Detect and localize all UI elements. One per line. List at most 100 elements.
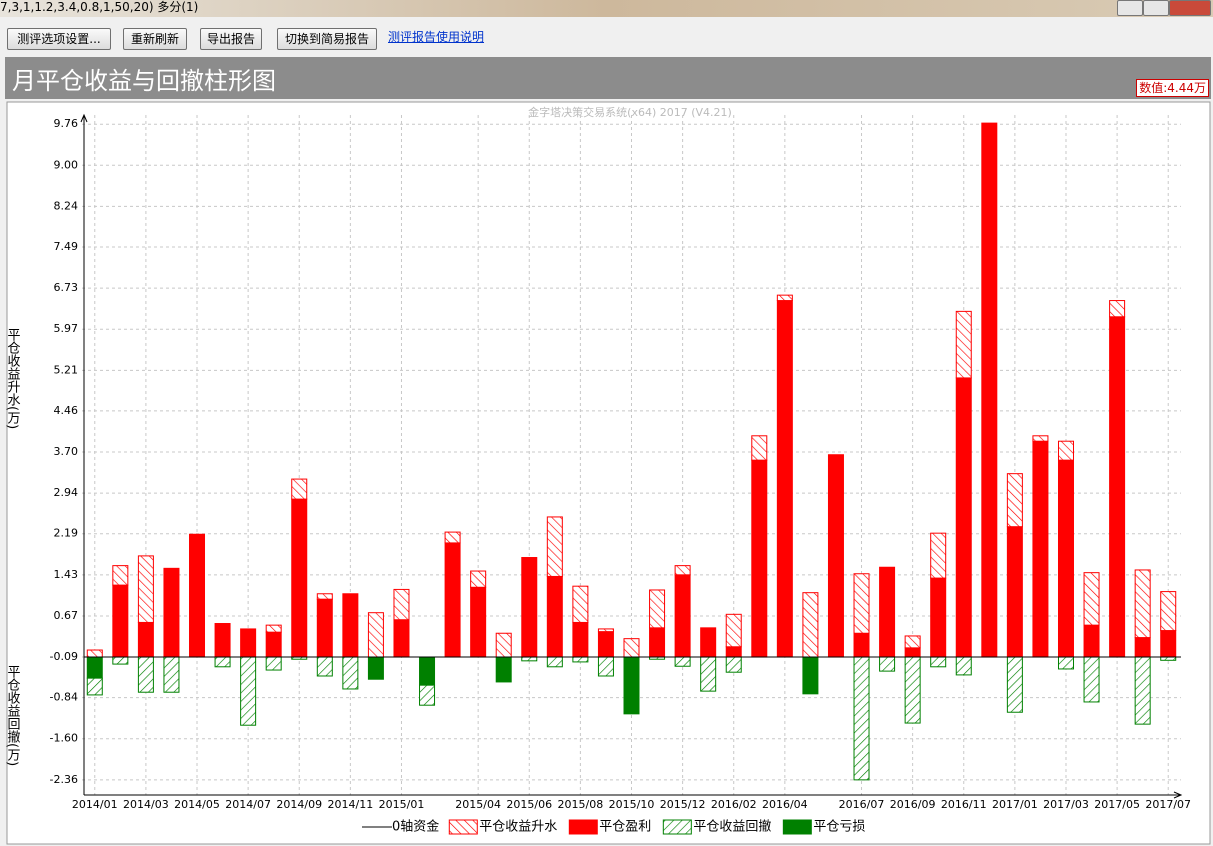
bar-segment xyxy=(419,656,436,686)
bar-segment xyxy=(904,656,921,724)
bar-segment xyxy=(393,619,410,658)
x-tick-label: 2015/08 xyxy=(558,798,604,811)
bar-segment xyxy=(444,531,461,544)
bar-segment xyxy=(725,656,742,673)
bar-segment xyxy=(86,677,103,696)
x-tick-label: 2016/07 xyxy=(839,798,885,811)
legend-label: 平仓收益升水 xyxy=(479,820,557,835)
y-tick-label: 5.21 xyxy=(54,363,79,376)
bar-segment xyxy=(112,565,129,586)
bar-segment xyxy=(700,656,717,692)
button[interactable]: 测评选项设置... xyxy=(7,28,111,50)
legend-swatch xyxy=(782,819,812,835)
bar-segment xyxy=(597,631,614,658)
bar-segment xyxy=(1057,459,1074,658)
bar-segment xyxy=(955,377,972,658)
bar-segment xyxy=(751,435,768,461)
bar-segment xyxy=(342,656,359,690)
button[interactable]: 切换到简易报告 xyxy=(277,28,377,50)
bar-segment xyxy=(1109,300,1126,318)
bar-segment xyxy=(1006,526,1023,658)
bar-segment xyxy=(86,656,103,679)
x-tick-label: 2014/09 xyxy=(276,798,322,811)
bar-segment xyxy=(1134,637,1151,658)
bar-segment xyxy=(240,628,257,658)
bar-segment xyxy=(776,300,793,658)
y-tick-label: 8.24 xyxy=(54,199,79,212)
bar-segment xyxy=(853,632,870,658)
bar-segment xyxy=(444,542,461,658)
title-bar: 7,3,1,1.2,3.4,0.8,1,50,20) 多分(1) xyxy=(0,0,1213,17)
axis-arrow xyxy=(80,113,88,123)
toolbar: 测评选项设置... 重新刷新 导出报告 切换到简易报告 测评报告使用说明 xyxy=(0,18,1213,56)
bar-segment xyxy=(546,516,563,577)
bar-segment xyxy=(1109,316,1126,658)
minimize-button[interactable] xyxy=(1117,0,1143,16)
legend-label: 平仓盈利 xyxy=(599,820,651,835)
help-link[interactable]: 测评报告使用说明 xyxy=(388,30,485,44)
y-tick-label: -1.60 xyxy=(50,732,78,745)
bar-segment xyxy=(393,588,410,621)
x-tick-label: 2015/10 xyxy=(609,798,655,811)
bar-segment xyxy=(674,656,691,667)
bar-segment xyxy=(930,532,947,579)
y-tick-label: 1.43 xyxy=(54,568,79,581)
bar-segment xyxy=(112,584,129,658)
y-axis-title: 平仓收益升水(万) xyxy=(5,328,21,429)
legend-label: 平仓收益回撤 xyxy=(693,819,771,835)
bar-segment xyxy=(265,624,282,633)
y-tick-label: 4.46 xyxy=(54,404,79,417)
bar-segment xyxy=(137,656,154,693)
x-tick-label: 2014/01 xyxy=(72,798,118,811)
bar-segment xyxy=(776,294,793,302)
bar-segment xyxy=(291,498,308,658)
y-tick-label: -0.09 xyxy=(50,650,78,663)
x-tick-label: 2016/02 xyxy=(711,798,757,811)
bar-segment xyxy=(367,656,384,680)
bar-segment xyxy=(521,557,538,658)
bar-segment xyxy=(879,566,896,658)
bar-segment xyxy=(86,649,103,658)
bar-segment xyxy=(546,656,563,668)
value-readout: 数值:4.44万 xyxy=(1136,79,1209,97)
bar-segment xyxy=(981,122,998,658)
bar-segment xyxy=(137,621,154,658)
x-tick-label: 2014/07 xyxy=(225,798,271,811)
x-tick-label: 2015/06 xyxy=(506,798,552,811)
bar-segment xyxy=(674,565,691,576)
bar-segment xyxy=(470,570,487,588)
bar-segment xyxy=(240,656,257,726)
legend-label: 平仓亏损 xyxy=(813,820,865,835)
axis-arrow xyxy=(1173,791,1183,799)
bar-segment xyxy=(904,647,921,658)
close-button[interactable] xyxy=(1169,0,1211,16)
panel-header: 月平仓收益与回撤柱形图 数值:4.44万 xyxy=(5,57,1211,99)
bar-segment xyxy=(725,646,742,658)
x-tick-label: 2015/04 xyxy=(455,798,501,811)
bar-segment xyxy=(1006,656,1023,713)
button[interactable]: 重新刷新 xyxy=(123,28,187,50)
bar-segment xyxy=(930,656,947,668)
bar-segment xyxy=(342,593,359,658)
bar-segment xyxy=(879,656,896,672)
bar-segment xyxy=(1083,624,1100,658)
bar-segment xyxy=(291,478,308,500)
bar-segment xyxy=(1057,440,1074,461)
x-tick-label: 2014/11 xyxy=(328,798,374,811)
bar-segment xyxy=(572,656,589,663)
maximize-button[interactable] xyxy=(1143,0,1169,16)
bar-segment xyxy=(214,656,231,668)
legend-swatch xyxy=(448,819,478,835)
bar-segment xyxy=(112,656,129,665)
y-tick-label: 5.97 xyxy=(54,322,79,335)
bar-segment xyxy=(623,656,640,715)
y-axis-title: 平仓收益回撤(万) xyxy=(5,665,21,766)
button[interactable]: 导出报告 xyxy=(200,28,262,50)
bar-segment xyxy=(163,567,180,658)
x-tick-label: 2016/04 xyxy=(762,798,808,811)
bar-segment xyxy=(1160,591,1177,632)
bar-segment xyxy=(572,621,589,658)
x-tick-label: 2017/03 xyxy=(1043,798,1089,811)
